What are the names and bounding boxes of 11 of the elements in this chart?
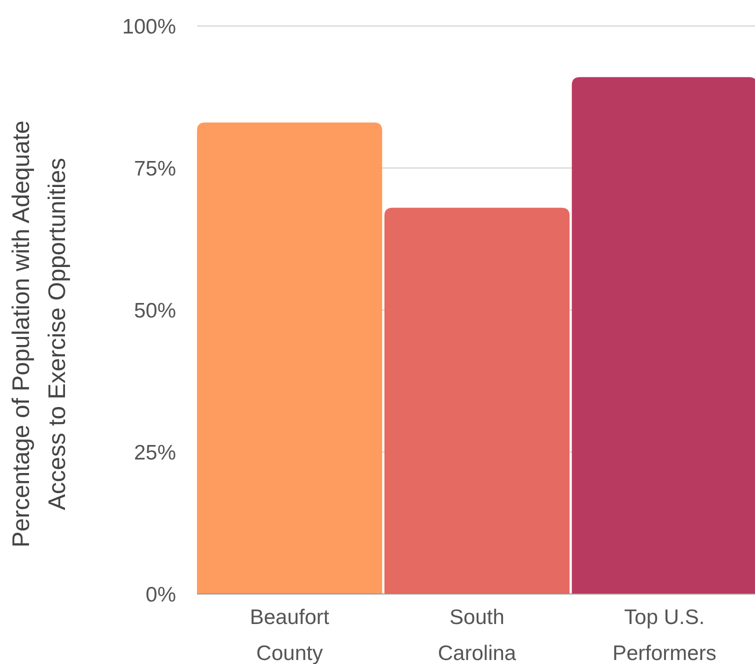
y-tick-label: 25% xyxy=(134,441,176,464)
y-axis-title: Percentage of Population with Adequate Access to Exercise Opportunities xyxy=(8,120,71,548)
y-tick-label: 50% xyxy=(134,299,176,322)
y-tick-label: 100% xyxy=(122,15,176,38)
y-tick-label: 75% xyxy=(134,157,176,180)
x-tick-label: South Carolina xyxy=(438,606,516,664)
x-tick-label: Top U.S. Performers xyxy=(612,606,716,664)
x-tick-label: Beaufort County xyxy=(250,606,330,664)
bar xyxy=(384,208,570,594)
y-tick-label: 0% xyxy=(146,583,176,606)
bar xyxy=(197,122,382,594)
